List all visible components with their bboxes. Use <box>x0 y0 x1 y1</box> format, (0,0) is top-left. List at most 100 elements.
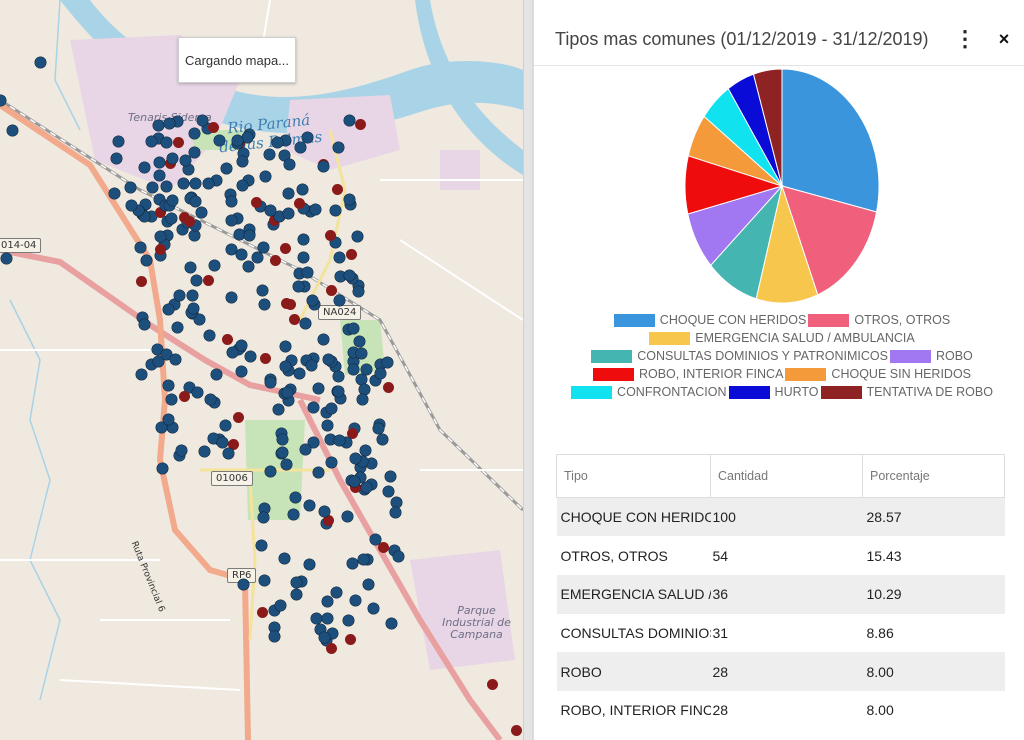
incident-marker[interactable] <box>350 482 361 493</box>
incident-marker[interactable] <box>269 631 280 642</box>
incident-marker[interactable] <box>159 239 170 250</box>
incident-marker[interactable] <box>259 503 270 514</box>
incident-marker[interactable] <box>155 250 166 261</box>
incident-marker[interactable] <box>187 290 198 301</box>
incident-marker[interactable] <box>348 356 359 367</box>
incident-marker[interactable] <box>202 123 213 134</box>
incident-marker[interactable] <box>284 159 295 170</box>
incident-marker[interactable] <box>232 135 243 146</box>
incident-marker[interactable] <box>146 359 157 370</box>
incident-marker[interactable] <box>0 95 6 106</box>
incident-marker[interactable] <box>357 394 368 405</box>
incident-marker[interactable] <box>279 150 290 161</box>
incident-marker[interactable] <box>350 595 361 606</box>
incident-marker[interactable] <box>196 207 207 218</box>
incident-marker[interactable] <box>318 334 329 345</box>
incident-marker[interactable] <box>209 260 220 271</box>
incident-marker[interactable] <box>353 280 364 291</box>
incident-marker[interactable] <box>172 322 183 333</box>
incident-marker[interactable] <box>363 579 374 590</box>
incident-marker[interactable] <box>345 634 356 645</box>
incident-marker[interactable] <box>226 215 237 226</box>
incident-marker[interactable] <box>290 492 301 503</box>
incident-marker[interactable] <box>289 314 300 325</box>
incident-marker[interactable] <box>297 184 308 195</box>
incident-marker[interactable] <box>153 120 164 131</box>
incident-marker[interactable] <box>293 281 304 292</box>
incident-marker[interactable] <box>136 276 147 287</box>
incident-marker[interactable] <box>154 194 165 205</box>
incident-marker[interactable] <box>280 135 291 146</box>
incident-marker[interactable] <box>357 456 368 467</box>
column-header-tipo[interactable]: Tipo <box>556 454 711 498</box>
incident-marker[interactable] <box>208 122 219 133</box>
incident-marker[interactable] <box>265 466 276 477</box>
incident-marker[interactable] <box>304 500 315 511</box>
incident-marker[interactable] <box>307 295 318 306</box>
legend-item[interactable]: OTROS, OTROS <box>808 313 950 327</box>
incident-marker[interactable] <box>133 205 144 216</box>
incident-marker[interactable] <box>243 175 254 186</box>
incident-marker[interactable] <box>135 242 146 253</box>
incident-marker[interactable] <box>355 462 366 473</box>
incident-marker[interactable] <box>164 118 175 129</box>
incident-marker[interactable] <box>280 243 291 254</box>
incident-marker[interactable] <box>170 354 181 365</box>
panel-divider[interactable] <box>523 0 533 740</box>
incident-marker[interactable] <box>111 153 122 164</box>
incident-marker[interactable] <box>190 220 201 231</box>
incident-marker[interactable] <box>190 178 201 189</box>
incident-marker[interactable] <box>162 230 173 241</box>
incident-marker[interactable] <box>189 147 200 158</box>
incident-marker[interactable] <box>176 445 187 456</box>
incident-marker[interactable] <box>389 545 400 556</box>
incident-marker[interactable] <box>377 434 388 445</box>
incident-marker[interactable] <box>383 382 394 393</box>
incident-marker[interactable] <box>269 605 280 616</box>
incident-marker[interactable] <box>220 420 231 431</box>
incident-marker[interactable] <box>373 423 384 434</box>
incident-marker[interactable] <box>35 57 46 68</box>
legend-item[interactable]: CONSULTAS DOMINIOS Y PATRONIMICOS <box>591 349 888 363</box>
incident-marker[interactable] <box>274 211 285 222</box>
incident-marker[interactable] <box>346 249 357 260</box>
incident-marker[interactable] <box>177 224 188 235</box>
incident-marker[interactable] <box>226 244 237 255</box>
table-row[interactable]: CHOQUE CON HERIDOS 100 28.57 <box>556 497 1005 537</box>
incident-marker[interactable] <box>360 445 371 456</box>
incident-marker[interactable] <box>319 506 330 517</box>
incident-marker[interactable] <box>251 197 262 208</box>
incident-marker[interactable] <box>361 364 372 375</box>
incident-marker[interactable] <box>166 213 177 224</box>
incident-marker[interactable] <box>255 201 266 212</box>
pie-slice[interactable] <box>755 184 819 304</box>
incident-marker[interactable] <box>302 132 313 143</box>
incident-marker[interactable] <box>333 142 344 153</box>
incident-marker[interactable] <box>237 180 248 191</box>
incident-marker[interactable] <box>205 394 216 405</box>
incident-marker[interactable] <box>353 286 364 297</box>
incident-marker[interactable] <box>383 486 394 497</box>
incident-marker[interactable] <box>334 252 345 263</box>
incident-marker[interactable] <box>294 368 305 379</box>
incident-marker[interactable] <box>153 356 164 367</box>
incident-marker[interactable] <box>355 472 366 483</box>
incident-marker[interactable] <box>147 182 158 193</box>
incident-marker[interactable] <box>304 559 315 570</box>
incident-marker[interactable] <box>277 447 288 458</box>
incident-marker[interactable] <box>301 355 312 366</box>
incident-marker[interactable] <box>323 515 334 526</box>
incident-marker[interactable] <box>234 229 245 240</box>
incident-marker[interactable] <box>347 428 358 439</box>
incident-marker[interactable] <box>238 148 249 159</box>
incident-marker[interactable] <box>184 216 195 227</box>
incident-marker[interactable] <box>236 249 247 260</box>
column-header-cantidad[interactable]: Cantidad <box>710 454 863 498</box>
incident-marker[interactable] <box>217 437 228 448</box>
incident-marker[interactable] <box>275 600 286 611</box>
incident-marker[interactable] <box>203 275 214 286</box>
incident-marker[interactable] <box>173 137 184 148</box>
incident-marker[interactable] <box>242 132 253 143</box>
incident-marker[interactable] <box>211 369 222 380</box>
incident-marker[interactable] <box>487 679 498 690</box>
